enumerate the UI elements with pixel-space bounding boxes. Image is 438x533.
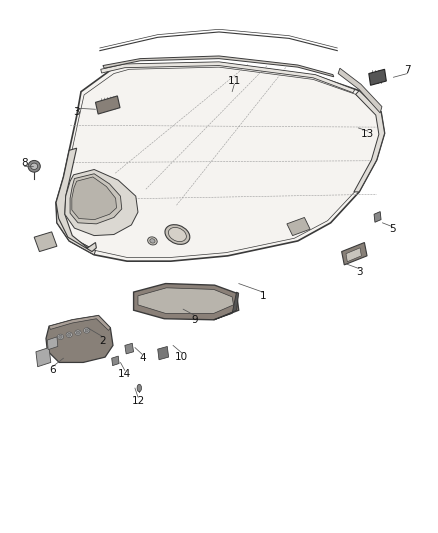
Polygon shape [47,337,58,350]
Polygon shape [214,292,239,320]
Polygon shape [36,348,51,367]
Text: 13: 13 [361,130,374,139]
Text: 1: 1 [259,291,266,301]
Polygon shape [46,316,113,362]
Polygon shape [369,69,386,85]
Ellipse shape [31,163,38,169]
Text: 10: 10 [175,352,188,362]
Ellipse shape [59,335,62,338]
Polygon shape [125,343,134,354]
Text: 7: 7 [404,66,411,75]
Ellipse shape [148,237,157,245]
Text: 8: 8 [21,158,28,167]
Polygon shape [65,169,138,236]
Polygon shape [103,56,334,77]
Ellipse shape [76,331,80,334]
Text: 5: 5 [389,224,396,234]
Ellipse shape [84,328,90,333]
Polygon shape [56,175,95,255]
Polygon shape [72,177,117,220]
Text: 9: 9 [191,315,198,325]
Polygon shape [56,63,385,261]
Polygon shape [49,316,110,330]
Polygon shape [112,356,119,366]
Text: 14: 14 [118,369,131,379]
Text: 3: 3 [73,107,80,117]
Polygon shape [287,217,310,236]
Ellipse shape [67,333,71,336]
Polygon shape [95,96,120,114]
Polygon shape [354,91,385,192]
Polygon shape [70,174,122,224]
Polygon shape [342,243,367,265]
Polygon shape [56,148,96,252]
Polygon shape [346,248,361,262]
Polygon shape [138,288,233,313]
Polygon shape [101,62,355,93]
Text: 2: 2 [99,336,106,346]
Text: 12: 12 [131,396,145,406]
Ellipse shape [57,334,64,340]
Ellipse shape [28,160,40,172]
Text: 11: 11 [228,76,241,86]
Polygon shape [158,346,169,360]
Ellipse shape [66,332,72,337]
Text: 3: 3 [356,267,363,277]
Polygon shape [134,284,239,320]
Ellipse shape [165,225,190,244]
Ellipse shape [75,330,81,335]
Polygon shape [338,68,382,113]
Polygon shape [374,212,381,222]
Ellipse shape [150,239,155,243]
Ellipse shape [137,384,141,392]
Text: 6: 6 [49,366,56,375]
Ellipse shape [168,228,187,241]
Text: 4: 4 [139,353,146,363]
Ellipse shape [85,329,88,332]
Polygon shape [34,232,57,252]
